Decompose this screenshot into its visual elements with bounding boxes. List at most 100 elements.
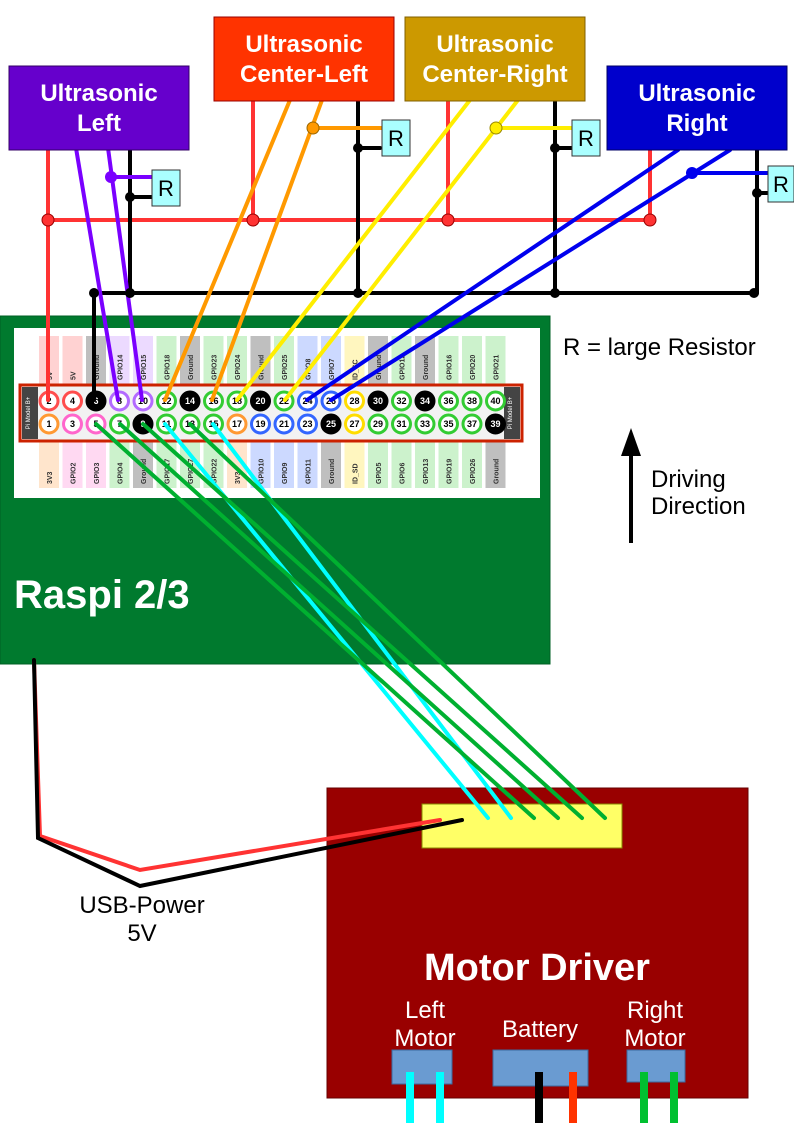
sensor-center-left: Ultrasonic Center-Left <box>213 16 395 102</box>
power-bus <box>46 98 774 402</box>
gpio-pin-number: 27 <box>349 419 359 429</box>
sensor-left: Ultrasonic Left <box>8 65 190 151</box>
left-motor-label-2: Motor <box>394 1025 455 1052</box>
gpio-top-label: GPIO18 <box>165 355 172 380</box>
gpio-pin <box>250 413 271 435</box>
gpio-pin-number: 33 <box>420 419 430 429</box>
svg-text:R: R <box>388 126 404 151</box>
gpio-top-label-strip <box>391 336 412 384</box>
gpio-bottom-label: Ground <box>329 459 336 484</box>
right-motor-label: Right <box>627 997 683 1024</box>
gpio-bottom-label: GPIO5 <box>376 462 383 484</box>
gpio-pin-number: 36 <box>443 396 453 406</box>
gpio-pin-number: 29 <box>373 419 383 429</box>
gpio-top-label: 5V <box>71 371 78 380</box>
usb-power-label-2: 5V <box>127 920 156 947</box>
svg-text:R: R <box>578 126 594 151</box>
svg-text:Left: Left <box>77 110 121 137</box>
gpio-pin <box>320 413 342 435</box>
gpio-bottom-label-strip <box>344 440 365 488</box>
gpio-bottom-label-strip <box>391 440 412 488</box>
gpio-bottom-label: GPIO11 <box>306 459 313 484</box>
gpio-bottom-label: GPIO13 <box>423 459 430 484</box>
gpio-pin-number: 4 <box>70 396 75 406</box>
gpio-top-label: GPIO14 <box>118 355 125 380</box>
gpio-pin <box>414 390 436 412</box>
motor-leads <box>406 1072 678 1123</box>
motor-driver-connector <box>421 803 623 849</box>
gpio-top-label: GPIO15 <box>141 355 148 380</box>
gpio-pin-number: 14 <box>185 396 195 406</box>
gpio-pin <box>485 390 506 412</box>
gpio-top-label-strip <box>62 336 83 384</box>
gpio-pin <box>367 413 389 435</box>
gpio-header-tag <box>504 387 520 439</box>
usb-power-wires <box>32 658 464 889</box>
gpio-bottom-label: GPIO6 <box>400 462 407 484</box>
gpio-bottom-label-strip <box>415 440 435 488</box>
gpio-bottom-label-strip <box>274 440 294 488</box>
gpio-top-label: Ground <box>188 355 195 380</box>
gpio-top-label-strip <box>462 336 482 384</box>
gpio-top-label-strip <box>297 336 318 384</box>
gpio-pin-number: 20 <box>255 396 265 406</box>
gpio-pin-number: 30 <box>373 396 383 406</box>
svg-text:Ultrasonic: Ultrasonic <box>40 80 157 107</box>
gpio-pin-number: 1 <box>46 419 51 429</box>
left-motor-label: Left <box>405 997 445 1024</box>
gpio-pin-number: 28 <box>349 396 359 406</box>
gpio-top-label: GPIO12 <box>400 355 407 380</box>
gpio-top-label: 5V <box>47 371 54 380</box>
gpio-bottom-label: Ground <box>494 459 501 484</box>
gpio-pin <box>38 413 60 435</box>
gpio-pin <box>297 413 318 435</box>
gpio-bottom-label-strip <box>368 440 388 488</box>
sensor-center-right: Ultrasonic Center-Right <box>404 16 586 102</box>
junction-dots <box>41 121 762 298</box>
svg-text:Ultrasonic: Ultrasonic <box>638 80 755 107</box>
gpio-bottom-label-strip <box>462 440 482 488</box>
gpio-top-label-strip <box>438 336 459 384</box>
gpio-top-label: GPIO25 <box>282 355 289 380</box>
gpio-bottom-label: GPIO27 <box>188 459 195 484</box>
gpio-top-label: GPIO21 <box>494 355 501 380</box>
direction-label-2: Direction <box>651 493 746 520</box>
gpio-bottom-label: GPIO2 <box>71 462 78 484</box>
resistor-center-right: R <box>571 119 601 157</box>
svg-text:Center-Left: Center-Left <box>240 61 368 88</box>
gpio-bottom-label: GPIO26 <box>470 459 477 484</box>
gpio-pin <box>391 413 412 435</box>
right-motor-label-2: Motor <box>624 1025 685 1052</box>
gpio-top-label-strip <box>250 336 271 384</box>
motor-control-wires <box>94 422 607 820</box>
gpio-top-label: Ground <box>423 355 430 380</box>
gpio-pin <box>367 390 389 412</box>
gpio-pin-number: 19 <box>255 419 265 429</box>
gpio-pin-number: 35 <box>443 419 453 429</box>
gpio-board-tag: Pi Model B+ <box>508 396 514 429</box>
gpio-bottom-label: GPIO17 <box>165 459 172 484</box>
gpio-bottom-label: GPIO4 <box>118 462 125 484</box>
gpio-pin <box>273 413 295 435</box>
gpio-top-label-strip <box>415 336 435 384</box>
gpio-bottom-label-strip <box>321 440 341 488</box>
battery-label: Battery <box>502 1016 578 1043</box>
gpio-pin-number: 23 <box>302 419 312 429</box>
sensor-right: Ultrasonic Right <box>606 65 788 151</box>
gpio-bottom-label-strip <box>297 440 318 488</box>
svg-text:R: R <box>773 172 789 197</box>
gpio-pin <box>391 390 412 412</box>
gpio-header-tag <box>22 387 38 439</box>
gpio-pin-number: 3 <box>70 419 75 429</box>
gpio-bottom-label-strip <box>86 440 106 488</box>
gpio-pin-number: 25 <box>326 419 336 429</box>
gpio-bottom-label-strip <box>438 440 459 488</box>
gpio-pin-number: 6 <box>93 396 98 406</box>
usb-power-label-1: USB-Power <box>79 892 204 919</box>
gpio-bottom-label: GPIO10 <box>259 459 266 484</box>
gpio-pin <box>438 413 459 435</box>
gpio-pin-number: 37 <box>467 419 477 429</box>
gpio-pin-number: 31 <box>396 419 406 429</box>
resistor-left: R <box>151 169 181 207</box>
